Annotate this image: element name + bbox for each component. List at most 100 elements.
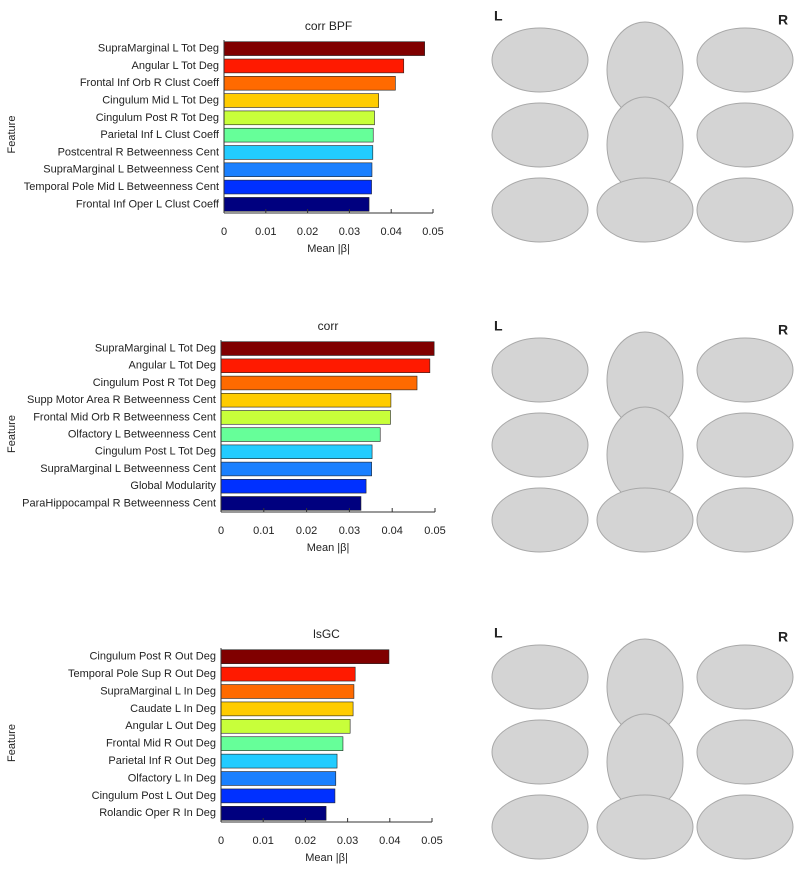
bar xyxy=(223,127,374,143)
x-tick-label: 0.01 xyxy=(252,835,273,847)
y-tick-label: Frontal Mid Orb R Betweenness Cent xyxy=(33,411,216,423)
brain xyxy=(491,27,589,93)
bar xyxy=(220,666,356,682)
brain-right-label: R xyxy=(778,629,788,645)
y-tick-label: Cingulum Post L Tot Deg xyxy=(95,446,216,458)
y-tick-label: Rolandic Oper R In Deg xyxy=(99,807,216,819)
bar xyxy=(223,58,405,74)
y-tick-label: SupraMarginal L In Deg xyxy=(100,685,216,697)
x-tick-label: 0.04 xyxy=(379,835,400,847)
y-tick-label: Caudate L In Deg xyxy=(130,703,216,715)
x-tick-label: 0.02 xyxy=(296,525,317,537)
bar xyxy=(220,444,373,459)
bar xyxy=(223,76,396,91)
bar xyxy=(220,375,418,391)
brain xyxy=(696,412,794,478)
x-tick-label: 0 xyxy=(218,835,224,847)
brain xyxy=(696,27,794,93)
y-tick-label: Cingulum Post R Out Deg xyxy=(89,651,216,663)
bar xyxy=(223,110,375,126)
bar xyxy=(220,771,337,786)
brain xyxy=(491,794,589,860)
brain-right-label: R xyxy=(778,322,788,338)
bar xyxy=(220,358,431,373)
y-tick-label: Cingulum Post R Tot Deg xyxy=(96,112,219,124)
bar xyxy=(220,427,381,442)
x-tick-label: 0.05 xyxy=(421,835,442,847)
chart-title: lsGC xyxy=(313,627,340,641)
chart-title: corr BPF xyxy=(305,19,352,33)
y-tick-label: Temporal Pole Sup R Out Deg xyxy=(68,668,216,680)
bar xyxy=(223,162,373,177)
bar xyxy=(220,788,336,804)
x-tick-label: 0.04 xyxy=(380,226,401,238)
brain xyxy=(491,719,589,785)
x-tick-label: 0.01 xyxy=(255,226,276,238)
y-tick-label: SupraMarginal L Tot Deg xyxy=(95,343,216,355)
bar xyxy=(220,753,338,769)
bar xyxy=(223,93,379,108)
brain xyxy=(696,177,794,243)
brain xyxy=(491,412,589,478)
y-tick-label: Parietal Inf R Out Deg xyxy=(108,755,216,767)
brain xyxy=(696,337,794,403)
x-tick-label: 0.04 xyxy=(381,525,402,537)
x-tick-label: 0.05 xyxy=(422,226,443,238)
brain-left-label: L xyxy=(494,625,503,641)
bar xyxy=(220,479,367,494)
y-tick-label: Parietal Inf L Clust Coeff xyxy=(100,129,220,141)
bar xyxy=(223,145,374,160)
y-tick-label: SupraMarginal L Betweenness Cent xyxy=(43,164,219,176)
y-tick-label: Angular L Tot Deg xyxy=(132,60,219,72)
y-tick-label: Frontal Inf Oper L Clust Coeff xyxy=(76,198,220,210)
y-axis-label: Feature xyxy=(6,415,18,453)
y-tick-label: Cingulum Mid L Tot Deg xyxy=(102,94,219,106)
brain xyxy=(596,177,694,243)
brain-left-label: L xyxy=(494,8,503,24)
brain xyxy=(596,794,694,860)
x-tick-label: 0.05 xyxy=(424,525,445,537)
y-tick-label: Cingulum Post L Out Deg xyxy=(92,790,216,802)
brain-left-label: L xyxy=(494,318,503,334)
y-tick-label: SupraMarginal L Tot Deg xyxy=(98,43,219,55)
y-tick-label: SupraMarginal L Betweenness Cent xyxy=(40,463,216,475)
brain xyxy=(596,487,694,553)
brain xyxy=(491,102,589,168)
x-axis-label: Mean |β| xyxy=(305,852,348,864)
bar xyxy=(223,41,425,56)
y-tick-label: Temporal Pole Mid L Betweenness Cent xyxy=(24,181,219,193)
x-tick-label: 0 xyxy=(221,226,227,238)
bar xyxy=(220,410,391,425)
bar xyxy=(220,719,351,734)
y-tick-label: Olfactory L Betweenness Cent xyxy=(68,429,216,441)
y-tick-label: Global Modularity xyxy=(130,480,216,492)
y-tick-label: Angular L Out Deg xyxy=(125,720,216,732)
y-tick-label: Postcentral R Betweenness Cent xyxy=(58,146,219,158)
x-tick-label: 0.03 xyxy=(337,835,358,847)
brain xyxy=(696,644,794,710)
bar xyxy=(223,197,370,212)
y-tick-label: Olfactory L In Deg xyxy=(128,772,216,784)
brain xyxy=(696,794,794,860)
y-tick-label: Frontal Mid R Out Deg xyxy=(106,738,216,750)
bar xyxy=(220,649,390,664)
bar xyxy=(220,806,327,821)
y-tick-label: ParaHippocampal R Betweenness Cent xyxy=(22,497,216,509)
y-axis-label: Feature xyxy=(6,724,18,762)
x-tick-label: 0 xyxy=(218,525,224,537)
x-tick-label: 0.02 xyxy=(297,226,318,238)
x-tick-label: 0.03 xyxy=(339,226,360,238)
y-tick-label: Angular L Tot Deg xyxy=(129,360,216,372)
bar xyxy=(220,393,392,408)
bar xyxy=(223,179,372,195)
brain xyxy=(696,487,794,553)
y-tick-label: Supp Motor Area R Betweenness Cent xyxy=(27,394,216,406)
x-tick-label: 0.03 xyxy=(339,525,360,537)
x-tick-label: 0.02 xyxy=(295,835,316,847)
bar xyxy=(220,684,355,699)
bar xyxy=(220,701,354,717)
chart-title: corr xyxy=(318,319,339,333)
y-tick-label: Cingulum Post R Tot Deg xyxy=(93,377,216,389)
brain xyxy=(491,177,589,243)
